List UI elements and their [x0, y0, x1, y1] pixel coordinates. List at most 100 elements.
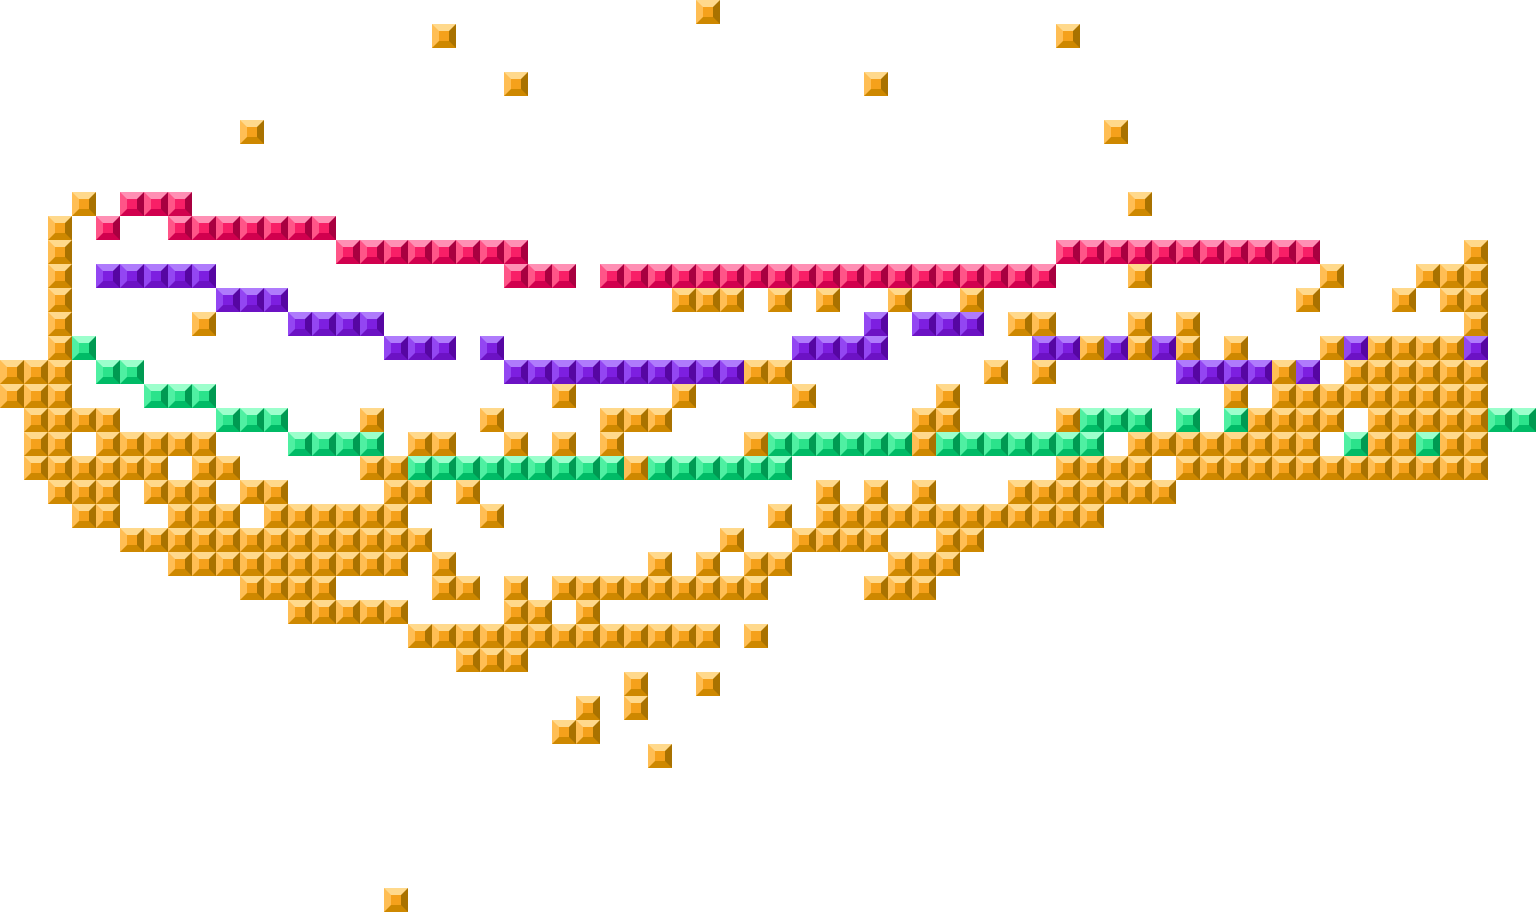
gold-block: [1440, 384, 1464, 408]
gold-block: [600, 576, 624, 600]
gold-block: [528, 600, 552, 624]
gold-block: [216, 456, 240, 480]
gold-block: [1296, 288, 1320, 312]
green-block: [864, 432, 888, 456]
green-block: [984, 432, 1008, 456]
purple-block: [168, 264, 192, 288]
gold-block: [672, 624, 696, 648]
gold-block: [1176, 312, 1200, 336]
gold-block: [240, 120, 264, 144]
gold-block: [1440, 432, 1464, 456]
gold-block: [504, 72, 528, 96]
pink-block: [792, 264, 816, 288]
gold-block: [1320, 384, 1344, 408]
purple-block: [1056, 336, 1080, 360]
gold-block: [264, 480, 288, 504]
gold-block: [504, 648, 528, 672]
pink-block: [1104, 240, 1128, 264]
purple-block: [192, 264, 216, 288]
green-block: [1080, 432, 1104, 456]
green-block: [312, 432, 336, 456]
purple-block: [384, 336, 408, 360]
gold-block: [1464, 288, 1488, 312]
pink-block: [1128, 240, 1152, 264]
purple-block: [432, 336, 456, 360]
gold-block: [1440, 264, 1464, 288]
green-block: [768, 432, 792, 456]
purple-block: [1032, 336, 1056, 360]
gold-block: [1080, 456, 1104, 480]
green-block: [216, 408, 240, 432]
gold-block: [1464, 456, 1488, 480]
gold-block: [96, 504, 120, 528]
gold-block: [48, 288, 72, 312]
gold-block: [72, 408, 96, 432]
green-block: [1008, 432, 1032, 456]
gold-block: [48, 408, 72, 432]
pink-block: [288, 216, 312, 240]
pink-block: [1176, 240, 1200, 264]
gold-block: [768, 552, 792, 576]
gold-block: [912, 408, 936, 432]
purple-block: [216, 288, 240, 312]
pink-block: [1272, 240, 1296, 264]
gold-block: [864, 528, 888, 552]
gold-block: [192, 456, 216, 480]
gold-block: [552, 624, 576, 648]
gold-block: [936, 384, 960, 408]
gold-block: [48, 336, 72, 360]
pink-block: [840, 264, 864, 288]
gold-block: [48, 240, 72, 264]
gold-block: [744, 552, 768, 576]
green-block: [600, 456, 624, 480]
pink-block: [600, 264, 624, 288]
gold-block: [1392, 360, 1416, 384]
pink-block: [624, 264, 648, 288]
gold-block: [504, 432, 528, 456]
gold-block: [696, 576, 720, 600]
gold-block: [1440, 408, 1464, 432]
gold-block: [648, 744, 672, 768]
purple-block: [672, 360, 696, 384]
gold-block: [912, 504, 936, 528]
gold-block: [144, 480, 168, 504]
gold-block: [768, 504, 792, 528]
gold-block: [1224, 384, 1248, 408]
gold-block: [1368, 336, 1392, 360]
gold-block: [264, 552, 288, 576]
pink-block: [1248, 240, 1272, 264]
gold-block: [48, 480, 72, 504]
purple-block: [912, 312, 936, 336]
gold-block: [936, 408, 960, 432]
gold-block: [936, 528, 960, 552]
gold-block: [168, 552, 192, 576]
purple-block: [624, 360, 648, 384]
gold-block: [264, 528, 288, 552]
gold-block: [744, 576, 768, 600]
green-block: [792, 432, 816, 456]
green-block: [1416, 432, 1440, 456]
pink-block: [528, 264, 552, 288]
green-block: [1080, 408, 1104, 432]
purple-block: [864, 336, 888, 360]
gold-block: [408, 528, 432, 552]
gold-block: [720, 576, 744, 600]
gold-block: [96, 432, 120, 456]
purple-block: [360, 312, 384, 336]
gold-block: [1032, 360, 1056, 384]
pink-block: [552, 264, 576, 288]
gold-block: [864, 480, 888, 504]
pink-block: [936, 264, 960, 288]
gold-block: [288, 600, 312, 624]
pink-block: [1152, 240, 1176, 264]
gold-block: [216, 504, 240, 528]
purple-block: [1464, 336, 1488, 360]
gold-block: [1008, 480, 1032, 504]
green-block: [504, 456, 528, 480]
gold-block: [456, 480, 480, 504]
purple-block: [792, 336, 816, 360]
gold-block: [48, 360, 72, 384]
gold-block: [1416, 408, 1440, 432]
green-block: [936, 432, 960, 456]
